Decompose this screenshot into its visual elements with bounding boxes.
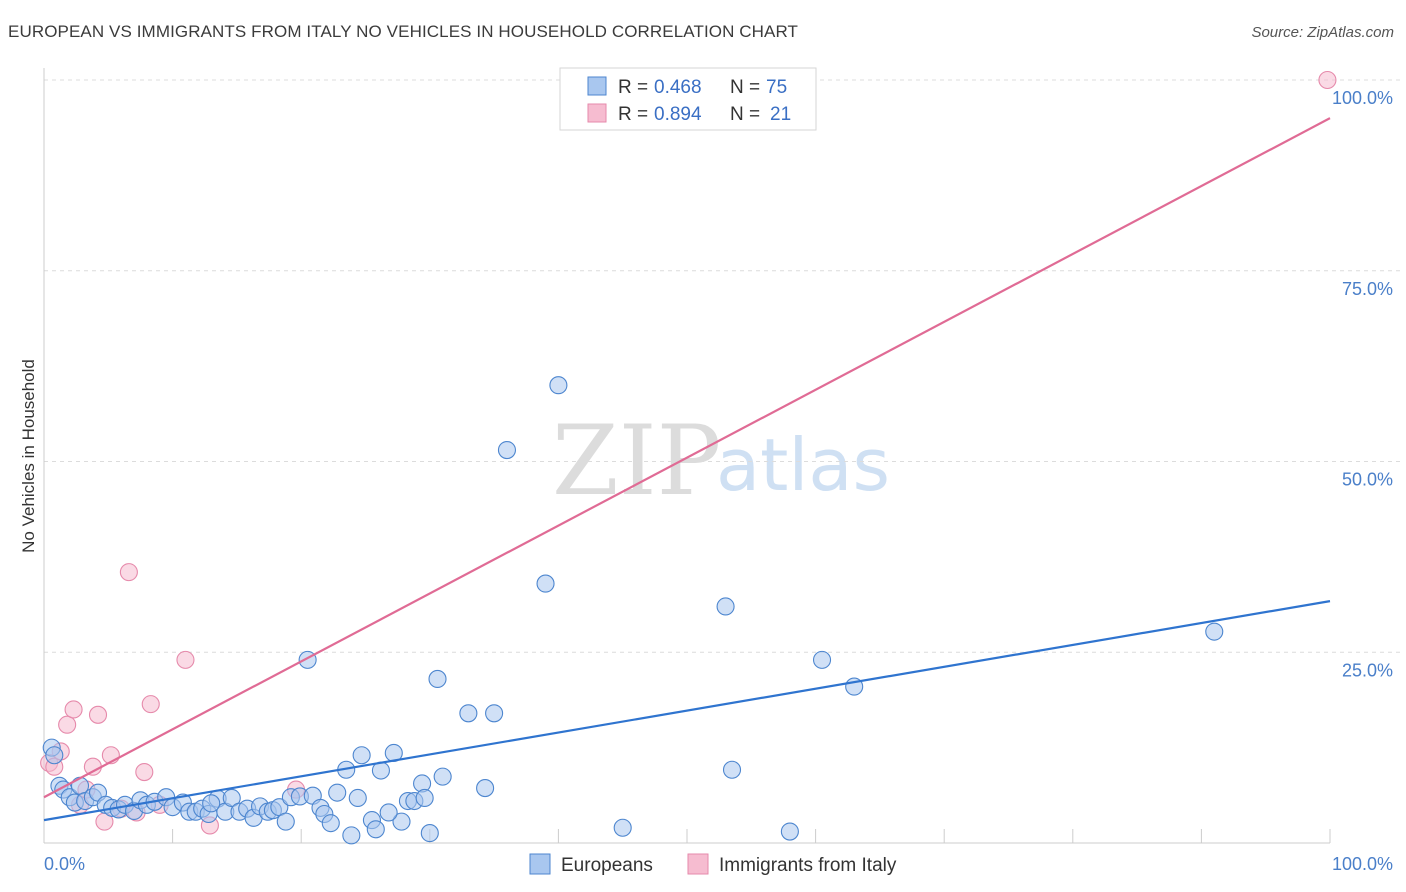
immigrants-trend-line — [43, 117, 1331, 799]
x-tick-label-100: 100.0% — [1332, 854, 1393, 874]
series-europeans-points — [42, 376, 1224, 845]
europeans-point — [613, 818, 632, 837]
x-tick-label-0: 0.0% — [44, 854, 85, 874]
europeans-point — [722, 760, 742, 779]
europeans-point — [433, 767, 452, 786]
immigrants-point — [176, 650, 195, 669]
europeans-point — [1205, 622, 1224, 641]
bottom-legend-europeans-label: Europeans — [561, 855, 653, 876]
legend-immigrants-swatch — [587, 103, 607, 123]
europeans-trend-line — [43, 600, 1331, 822]
legend-immigrants-n-label: N = — [730, 104, 760, 125]
y-tick-label-75: 75.0% — [1342, 279, 1393, 299]
immigrants-point — [119, 563, 138, 582]
europeans-point — [428, 669, 447, 689]
europeans-point — [476, 779, 495, 798]
europeans-point — [485, 704, 504, 723]
europeans-point — [549, 376, 568, 395]
legend-europeans-n-value: 75 — [766, 77, 787, 98]
y-tick-label-25: 25.0% — [1342, 660, 1393, 680]
watermark-atlas: atlas — [716, 423, 890, 507]
immigrants-point — [135, 762, 154, 782]
bottom-legend-europeans-swatch — [529, 853, 551, 875]
europeans-point — [348, 788, 367, 808]
europeans-point — [812, 650, 832, 669]
europeans-point — [328, 783, 347, 802]
europeans-point — [276, 812, 295, 831]
europeans-point — [536, 574, 555, 593]
bottom-legend-immigrants-swatch — [687, 853, 709, 875]
y-axis-label: No Vehicles in Household — [19, 359, 38, 553]
immigrants-point — [64, 700, 83, 719]
legend-europeans-r-value: 0.468 — [654, 77, 702, 98]
stats-legend: R = 0.468 N = 75 R = 0.894 N = 21 — [559, 67, 817, 131]
immigrants-point — [58, 715, 77, 734]
europeans-point — [45, 746, 64, 765]
europeans-point — [780, 822, 799, 841]
source-credit: Source: ZipAtlas.com — [1251, 24, 1394, 41]
immigrants-point — [141, 695, 160, 714]
legend-immigrants-n-value: 21 — [770, 104, 791, 125]
europeans-point — [392, 812, 411, 831]
europeans-point — [366, 820, 385, 839]
legend-europeans-swatch — [587, 76, 607, 96]
legend-immigrants-r-label: R = — [618, 104, 648, 125]
europeans-point — [352, 746, 371, 765]
europeans-point — [342, 826, 361, 845]
trend-lines — [43, 117, 1331, 822]
chart-title: EUROPEAN VS IMMIGRANTS FROM ITALY NO VEH… — [8, 22, 799, 41]
europeans-point — [420, 824, 439, 843]
europeans-point — [321, 814, 340, 833]
x-tick-labels: 0.0% 100.0% — [44, 854, 1393, 874]
europeans-point — [459, 704, 478, 723]
europeans-point — [497, 441, 517, 460]
europeans-point — [202, 794, 221, 813]
gridlines — [44, 79, 1400, 653]
legend-immigrants-r-value: 0.894 — [654, 104, 702, 125]
immigrants-point — [1318, 70, 1337, 90]
europeans-point — [716, 597, 735, 616]
europeans-point — [415, 788, 434, 808]
europeans-point — [222, 788, 241, 808]
legend-europeans-n-label: N = — [730, 77, 760, 98]
europeans-point — [379, 803, 398, 822]
series-legend: Europeans Immigrants from Italy — [529, 853, 897, 876]
bottom-legend-immigrants-label: Immigrants from Italy — [719, 855, 897, 876]
immigrants-point — [88, 705, 108, 724]
y-tick-label-100: 100.0% — [1332, 88, 1393, 108]
y-tick-labels: 25.0% 50.0% 75.0% 100.0% — [1332, 88, 1393, 680]
y-tick-label-50: 50.0% — [1342, 470, 1393, 490]
legend-europeans-r-label: R = — [618, 77, 648, 98]
